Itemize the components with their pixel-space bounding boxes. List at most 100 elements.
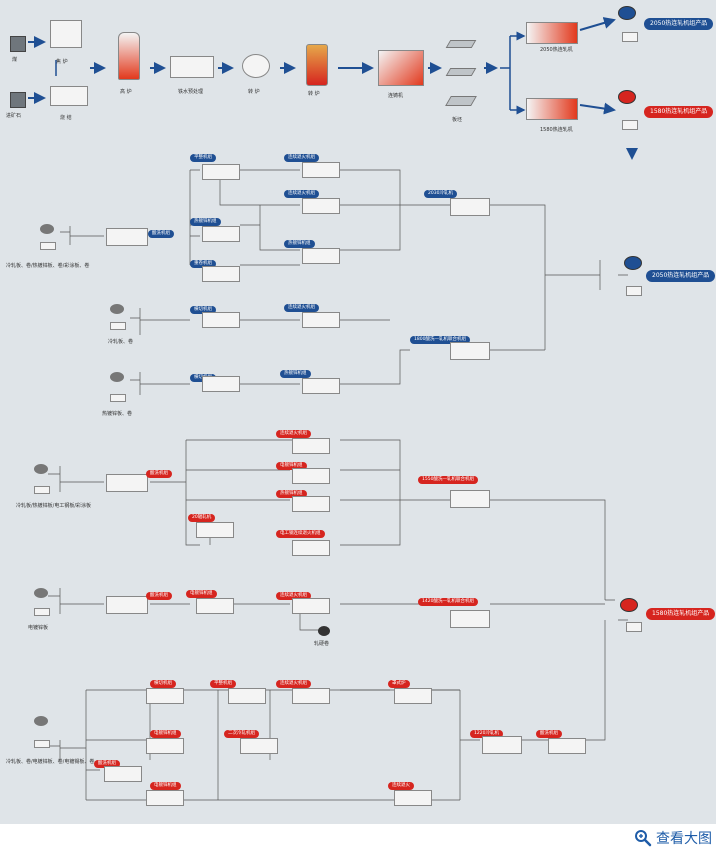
sec4-roll1220-tag: 1220冷轧机 xyxy=(470,730,503,738)
section-lines xyxy=(48,169,628,801)
sec4-galv2-unit xyxy=(146,790,184,806)
sec4-batch-unit xyxy=(394,688,432,704)
sec1-sheet-icon xyxy=(40,242,56,250)
coal-icon xyxy=(10,36,26,52)
sec4-contanneal-tag: 连续退火机组 xyxy=(276,680,311,688)
top-row-branch xyxy=(55,31,526,115)
sec3-coil-label: 轧硬卷 xyxy=(314,641,330,647)
sec3-tandem1420-tag: 1420酸洗—轧机联合机组 xyxy=(418,598,478,606)
magnifier-icon xyxy=(635,830,652,847)
view-large-label: 查看大图 xyxy=(656,831,712,847)
sec4-batch2-tag: 连续退火 xyxy=(388,782,414,790)
sec3-pickle-unit xyxy=(106,596,148,614)
sec1-anneal3-unit xyxy=(302,312,340,328)
sec2-anneal-unit xyxy=(292,438,330,454)
sec3-tandem1420-unit xyxy=(450,610,490,628)
sec3-left-label: 电镀锌板 xyxy=(28,625,49,631)
sec1-recoil-tag: 重卷机组 xyxy=(190,260,216,268)
view-large-image-link[interactable]: 查看大图 xyxy=(634,828,712,848)
sinter-label: 烧 结 xyxy=(60,115,72,121)
ladle-icon xyxy=(306,44,328,86)
sec1-contanneal-unit xyxy=(302,162,340,178)
sec1-pickle-unit xyxy=(106,228,148,246)
sec1-anneal2-tag: 连续退火机组 xyxy=(284,190,319,198)
coal-label: 煤 xyxy=(12,57,18,63)
sec2-galv2-tag: 热镀锌机组 xyxy=(276,490,307,498)
sec2-sheet-icon xyxy=(34,486,50,494)
coil-icon-red-bottom xyxy=(620,598,638,612)
mill-1580-icon xyxy=(526,98,578,120)
sec4-batch2-unit xyxy=(394,790,432,806)
sec2-left-label: 冷轧板/热镀锌板/电工钢板/彩涂板 xyxy=(16,503,92,509)
product-2050-mid[interactable]: 2050热连轧机组产品 xyxy=(646,270,716,282)
sec2-tandem1550-unit xyxy=(450,490,490,508)
sec1-galv2-unit xyxy=(302,248,340,264)
mill-2050-icon xyxy=(526,22,578,44)
sec1-cold-sheet-icon xyxy=(110,322,126,330)
sec2-special-tag: 电工钢连续退火机组 xyxy=(276,530,325,538)
product-1580-bottom[interactable]: 1580热连轧机组产品 xyxy=(646,608,716,620)
sec1-cold-coil-icon xyxy=(110,304,124,314)
sheet-icon-bottom xyxy=(626,622,642,632)
sec2-coil-icon xyxy=(34,464,48,474)
blast-furnace-label: 高 炉 xyxy=(120,89,132,95)
desulfur-icon xyxy=(170,56,214,78)
blast-furnace-icon xyxy=(118,32,140,80)
sec2-special-unit xyxy=(292,540,330,556)
sec1-roll2030-tag: 2030冷轧机 xyxy=(424,190,457,198)
sec3-sheet-icon xyxy=(34,608,50,616)
mill-1580-label: 1580热连轧机 xyxy=(540,127,573,133)
sec2-tandem1550-tag: 1550酸洗—轧机联合机组 xyxy=(418,476,478,484)
sec1-hot-sheet-icon xyxy=(110,394,126,402)
sec4-galv-tag: 电镀锌机组 xyxy=(150,730,181,738)
sec2-anneal-tag: 连续退火机组 xyxy=(276,430,311,438)
sec3-pickle-tag: 酸洗机组 xyxy=(146,592,172,600)
coke-oven-label: 焦 炉 xyxy=(56,59,68,65)
sec1-contanneal-tag: 连续退火机组 xyxy=(284,154,319,162)
sec1-cold-label: 冷轧板、卷 xyxy=(108,339,134,345)
ore-label: 进矿石 xyxy=(6,113,22,119)
sec1-hotdip-unit xyxy=(202,226,240,242)
sec1-galv4-unit xyxy=(302,378,340,394)
process-flow-diagram: 煤 进矿石 焦 炉 烧 结 高 炉 铁水预处理 转 炉 转 炉 连铸机 板坯 2… xyxy=(0,0,716,824)
sec3-coil-icon xyxy=(34,588,48,598)
sec1-coil-icon xyxy=(40,224,54,234)
sec4-coil-icon xyxy=(34,716,48,726)
coke-oven-icon xyxy=(50,20,82,48)
sheet-icon-top xyxy=(622,32,638,42)
converter-icon xyxy=(242,54,270,78)
sheet-icon-top2 xyxy=(622,120,638,130)
mill-2050-label: 2050热连轧机 xyxy=(540,47,573,53)
sec4-temper-unit xyxy=(228,688,266,704)
sec4-cut-tag: 横切机组 xyxy=(150,680,176,688)
sec4-temper-tag: 平整机组 xyxy=(210,680,236,688)
sec3-coil-product-icon xyxy=(318,626,330,636)
sec1-tandem1800-unit xyxy=(450,342,490,360)
caster-label: 连铸机 xyxy=(388,93,404,99)
sec1-anneal3-tag: 连续退火机组 xyxy=(284,304,319,312)
sec3-anneal-tag: 连续退火机组 xyxy=(276,592,311,600)
sec2-roll20-unit xyxy=(196,522,234,538)
slab-label: 板坯 xyxy=(452,117,463,123)
caster-icon xyxy=(378,50,424,86)
sec4-pickle-unit xyxy=(104,766,142,782)
sec4-cut-unit xyxy=(146,688,184,704)
sec4-double-tag: 二次冷轧机组 xyxy=(224,730,259,738)
product-2050-top[interactable]: 2050热连轧机组产品 xyxy=(644,18,714,30)
sec2-galv-unit xyxy=(292,468,330,484)
sec1-temper-unit xyxy=(202,164,240,180)
sec4-pickle-tag: 酸洗机组 xyxy=(94,760,120,768)
top-row-arrows xyxy=(28,17,638,160)
sec1-temper-tag: 平整机组 xyxy=(190,154,216,162)
sec1-anneal2-unit xyxy=(302,198,340,214)
product-1580-top[interactable]: 1580热连轧机组产品 xyxy=(644,106,714,118)
sec1-galv3-unit xyxy=(202,376,240,392)
sec1-hotdip-tag: 热镀锌机组 xyxy=(190,218,221,226)
sec4-contanneal-unit xyxy=(292,688,330,704)
ore-icon xyxy=(10,92,26,108)
sec4-batch-tag: 罩式炉 xyxy=(388,680,410,688)
sec1-hot-label: 热镀锌板、卷 xyxy=(102,411,133,417)
slab-icon-2 xyxy=(445,68,477,76)
sec4-double-unit xyxy=(240,738,278,754)
sinter-icon xyxy=(50,86,88,106)
